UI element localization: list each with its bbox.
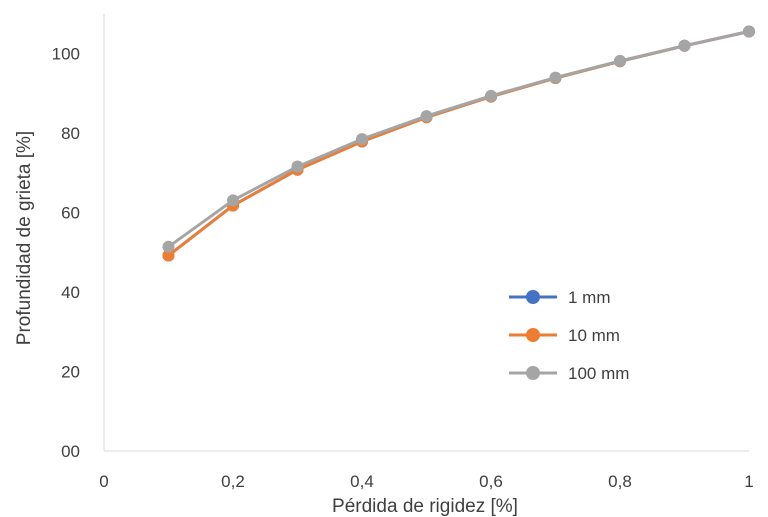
y-tick-label: 80 bbox=[61, 124, 80, 143]
legend-label: 100 mm bbox=[568, 364, 629, 383]
series-100-mm bbox=[162, 25, 755, 253]
x-tick-label: 0 bbox=[99, 472, 108, 491]
data-point bbox=[356, 133, 368, 146]
x-tick-label: 1 bbox=[744, 472, 753, 491]
y-tick-label: 100 bbox=[52, 45, 80, 64]
series-group bbox=[162, 25, 755, 262]
y-tick-label: 60 bbox=[61, 204, 80, 223]
legend-marker bbox=[526, 290, 540, 304]
data-point bbox=[162, 240, 175, 253]
legend: 1 mm 10 mm 100 mm bbox=[509, 288, 629, 383]
legend-marker bbox=[526, 366, 540, 380]
legend-item: 10 mm bbox=[509, 326, 620, 345]
data-point bbox=[227, 194, 239, 207]
data-point bbox=[549, 71, 562, 84]
data-point bbox=[162, 249, 175, 262]
legend-item: 100 mm bbox=[509, 364, 629, 383]
y-tick-label: 00 bbox=[61, 442, 80, 461]
x-tick-label: 0,8 bbox=[608, 472, 632, 491]
series-line bbox=[167, 30, 750, 257]
data-point bbox=[291, 160, 304, 173]
series-line bbox=[167, 30, 750, 249]
legend-marker bbox=[526, 328, 540, 342]
y-tick-label: 40 bbox=[61, 283, 80, 302]
legend-label: 1 mm bbox=[568, 288, 611, 307]
data-point bbox=[485, 89, 497, 102]
data-point bbox=[420, 110, 433, 123]
y-axis-title: Profundidad de grieta [%] bbox=[14, 131, 35, 345]
x-tick-label: 0,2 bbox=[221, 472, 245, 491]
series-10-mm bbox=[162, 25, 755, 262]
x-tick-label: 0,4 bbox=[350, 472, 374, 491]
x-tick-label: 0,6 bbox=[479, 472, 503, 491]
data-point bbox=[743, 25, 755, 38]
x-axis-title: Pérdida de rigidez [%] bbox=[332, 496, 518, 517]
series-line bbox=[167, 30, 750, 257]
data-point bbox=[678, 39, 691, 52]
series-1-mm bbox=[162, 25, 755, 262]
data-point bbox=[614, 54, 626, 67]
y-tick-label: 20 bbox=[61, 363, 80, 382]
legend-item: 1 mm bbox=[509, 288, 611, 307]
axes: 00 20 40 60 80 100 0 0,2 0,4 0,6 0,8 1 bbox=[52, 14, 754, 491]
legend-label: 10 mm bbox=[568, 326, 620, 345]
